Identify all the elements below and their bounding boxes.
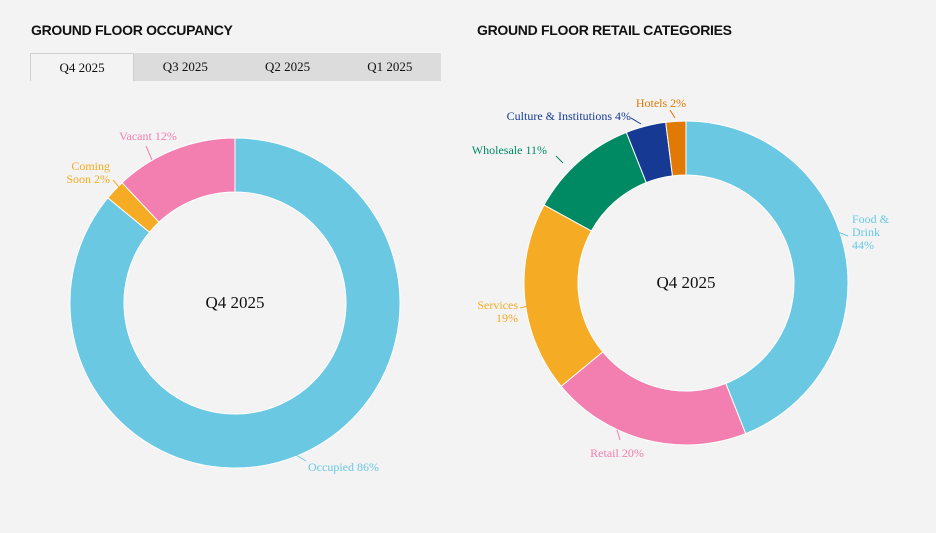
slice-label-coming-soon: Coming Soon 2%	[66, 159, 110, 186]
occupancy-chart-title: GROUND FLOOR OCCUPANCY	[31, 22, 233, 38]
tab-q4-2025[interactable]: Q4 2025	[30, 53, 135, 81]
slice-label-food-drink: Food & Drink 44%	[852, 212, 890, 252]
donut-slice-vacant[interactable]	[121, 137, 236, 223]
tab-q3-2025[interactable]: Q3 2025	[162, 59, 208, 74]
tab-q1-2025[interactable]: Q1 2025	[367, 59, 413, 74]
slice-label-retail: Retail 20%	[590, 446, 644, 460]
occupancy-center-label: Q4 2025	[205, 293, 265, 312]
leader-line	[630, 117, 642, 125]
retail-chart-title: GROUND FLOOR RETAIL CATEGORIES	[477, 22, 732, 38]
leader-line	[555, 155, 564, 164]
leader-line	[112, 179, 120, 188]
leader-line	[669, 109, 676, 119]
slice-label-occupied: Occupied 86%	[308, 460, 379, 474]
donut-slice-occupied[interactable]	[69, 137, 401, 469]
donut-slice-food-drink[interactable]	[685, 120, 849, 435]
leader-line	[616, 429, 621, 441]
slice-label-vacant: Vacant 12%	[119, 129, 177, 143]
slice-label-hotels: Hotels 2%	[635, 96, 687, 110]
leader-line	[295, 454, 307, 462]
slice-label-wholesale: Wholesale 11%	[471, 143, 547, 157]
quarter-tabs: Q4 2025 Q3 2025 Q2 2025 Q1 2025	[30, 53, 441, 81]
donut-slice-hotels[interactable]	[665, 120, 687, 177]
slice-label-services: Services 19%	[477, 298, 518, 325]
leader-line	[519, 305, 529, 309]
leader-line	[145, 145, 153, 161]
leader-line	[837, 231, 849, 237]
donut-slice-services[interactable]	[523, 204, 604, 387]
donut-slice-retail[interactable]	[560, 351, 747, 446]
slice-label-culture-institutions: Culture & Institutions 4%	[506, 109, 631, 123]
retail-center-label: Q4 2025	[656, 273, 716, 292]
tab-q2-2025[interactable]: Q2 2025	[265, 59, 311, 74]
